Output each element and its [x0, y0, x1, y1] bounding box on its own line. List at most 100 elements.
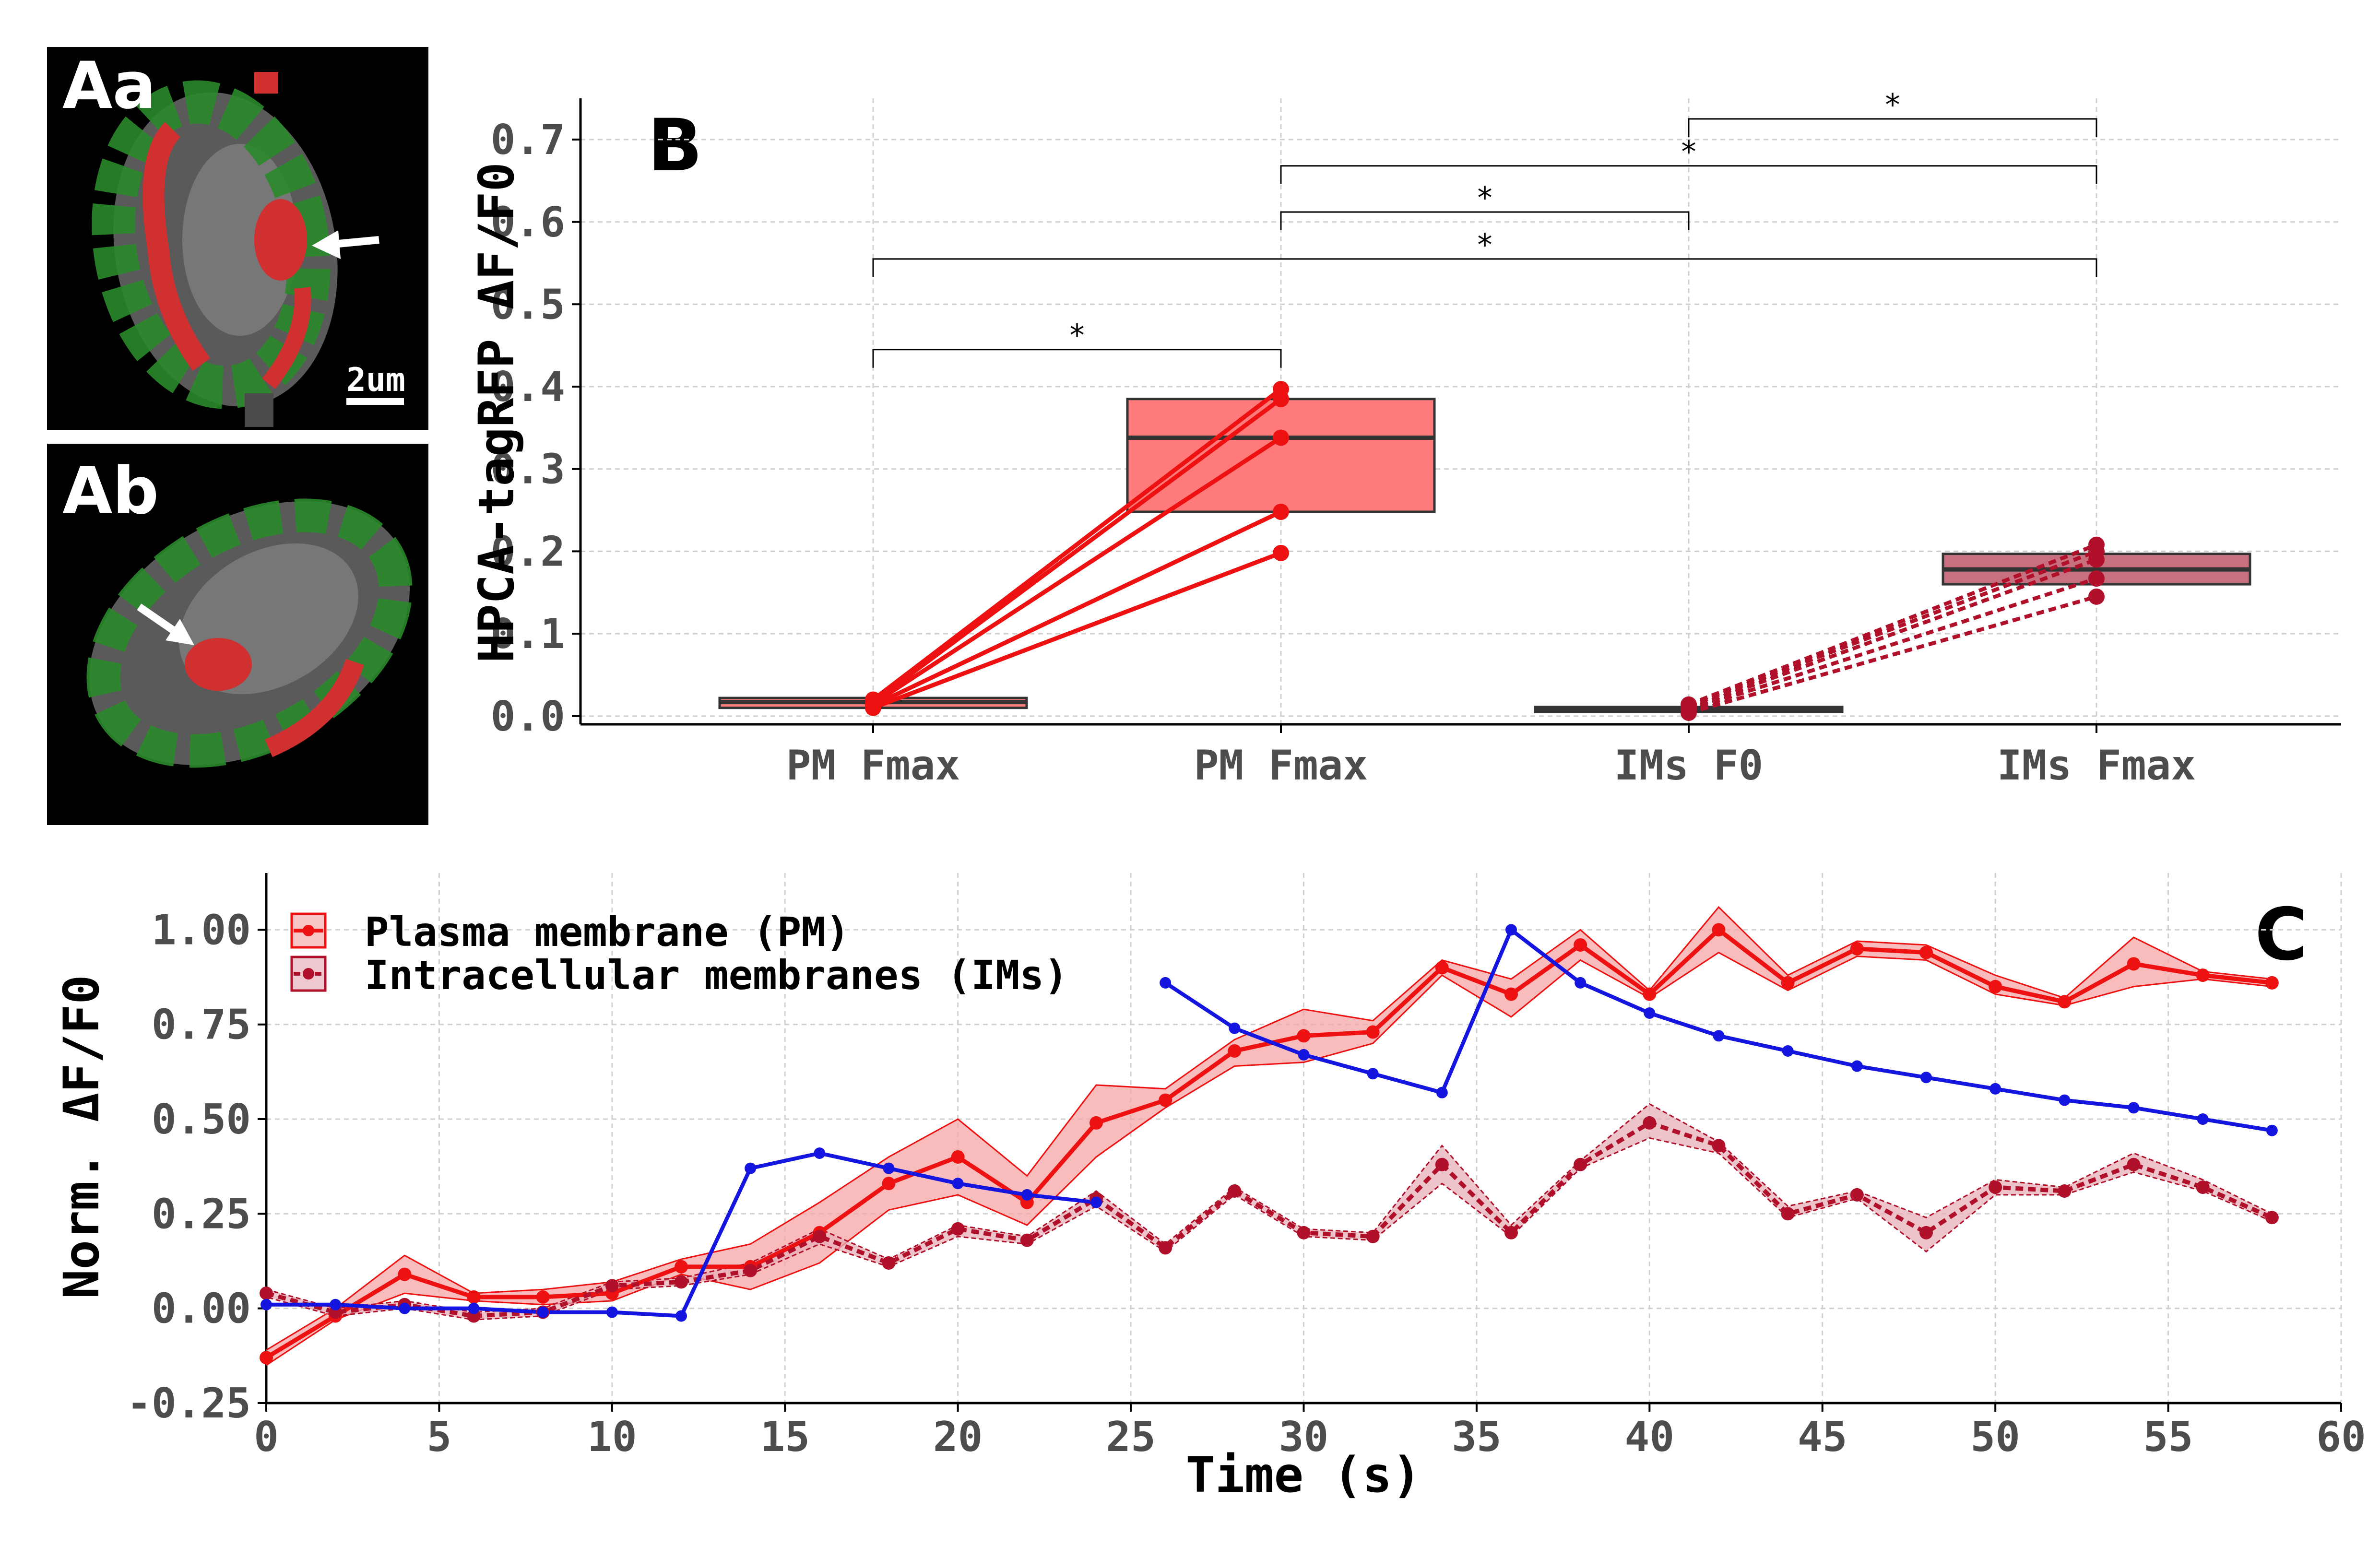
paired-line-ims: [1688, 595, 2097, 715]
point-pm-fmax: [1273, 429, 1289, 446]
point-pm: [2058, 995, 2072, 1009]
cell-process: [245, 393, 273, 427]
panel-c-y-ticks: -0.25 0.00 0.25 0.50 0.75 1.00: [127, 906, 266, 1428]
tick-label-x: 30: [1279, 1413, 1329, 1461]
point-blue: [1782, 1045, 1794, 1057]
point-ims: [1159, 1241, 1172, 1255]
point-blue: [537, 1306, 549, 1318]
point-ims: [813, 1229, 827, 1243]
point-ims: [2127, 1157, 2141, 1171]
significance-star: *: [1680, 134, 1697, 169]
point-ims: [1989, 1180, 2002, 1194]
series-line-ims: [265, 1121, 2273, 1318]
red-fragment: [254, 72, 278, 94]
point-blue: [468, 1302, 480, 1314]
point-pm: [2196, 968, 2210, 982]
point-blue: [2266, 1124, 2278, 1136]
point-blue: [1989, 1083, 2001, 1095]
tick-label-y: 0.00: [152, 1285, 251, 1333]
panel-c-label: C: [2255, 893, 2308, 977]
paired-line-pm: [872, 397, 1282, 704]
point-ims: [1850, 1188, 1864, 1202]
significance-bracket: [1688, 118, 2097, 137]
point-ims: [1781, 1207, 1795, 1221]
point-pm-f0: [865, 691, 881, 708]
paired-line-ims: [1688, 543, 2097, 707]
point-blue: [2059, 1094, 2071, 1106]
point-pm: [2127, 957, 2141, 971]
point-pm: [1643, 987, 1657, 1001]
legend-label-ims: Intracellular membranes (IMs): [365, 952, 1068, 999]
tick-label-x: 20: [933, 1413, 983, 1461]
point-pm: [882, 1177, 896, 1191]
arrow-icon: [312, 230, 379, 259]
point-blue: [952, 1178, 964, 1190]
micrograph-aa: Aa 2um: [47, 47, 428, 430]
legend-marker-ims: [303, 968, 314, 980]
point-pm: [1919, 945, 1933, 959]
paired-line-pm: [872, 509, 1282, 708]
panel-c: C -0.25 0.00 0.25 0.50 0.75 1.00 0 5 10 15 20 25 30…: [53, 873, 2366, 1504]
legend-label-pm: Plasma membrane (PM): [365, 909, 850, 956]
point-blue: [1298, 1049, 1310, 1061]
point-ims: [2265, 1211, 2279, 1225]
point-ims-fmax: [2088, 536, 2105, 553]
point-blue: [330, 1298, 342, 1310]
error-band-pm: [266, 907, 2272, 1366]
point-ims: [1228, 1184, 1242, 1198]
tick-label-x: IMs Fmax: [1997, 742, 2196, 790]
panel-c-y-label: Norm. ΔF/F0: [53, 975, 110, 1299]
significance-bracket: [872, 258, 2097, 277]
band-edge-upper-ims: [266, 1103, 2273, 1313]
panel-b-significance: * * * * *: [872, 87, 2097, 368]
panel-b-x-ticks: PM Fmax PM Fmax IMs F0 IMs Fmax: [786, 724, 2196, 790]
point-blue: [814, 1147, 826, 1159]
point-ims-fmax: [2088, 570, 2105, 587]
panel-b-label: B: [648, 104, 702, 188]
panel-b-grid: [580, 98, 2341, 724]
point-blue: [1229, 1022, 1241, 1034]
tick-label-y: 0.5: [491, 281, 565, 329]
significance-star: *: [1476, 227, 1493, 262]
pm-mask-red: [265, 659, 364, 757]
point-pm: [1850, 942, 1864, 956]
point-pm: [260, 1351, 273, 1365]
significance-star: *: [1068, 318, 1086, 353]
ims-mask-red: [254, 199, 307, 281]
tick-label-x: 55: [2143, 1413, 2193, 1461]
point-blue: [399, 1302, 411, 1314]
paired-line-pm: [872, 436, 1282, 706]
point-blue: [1436, 1086, 1448, 1098]
band-edge-upper-pm: [266, 906, 2272, 1351]
tick-label-y: 0.6: [491, 199, 565, 247]
point-ims: [1504, 1226, 1518, 1239]
point-ims: [1297, 1226, 1311, 1239]
point-pm: [536, 1290, 550, 1304]
tick-label-x: 25: [1106, 1413, 1156, 1461]
point-blue: [1505, 924, 1517, 936]
point-ims-fmax: [2088, 588, 2105, 605]
point-ims: [2058, 1184, 2072, 1198]
point-ims: [744, 1263, 758, 1277]
point-pm-fmax: [1273, 503, 1289, 520]
box: [1126, 398, 1436, 513]
point-blue: [1920, 1072, 1932, 1084]
tick-label-x: 15: [760, 1413, 810, 1461]
point-ims: [675, 1275, 688, 1289]
point-ims: [605, 1279, 619, 1293]
point-blue: [883, 1162, 895, 1174]
significance-star: *: [1883, 87, 1901, 122]
panel-b-y-label: HPCA-tagRFP ΔF/F0: [468, 162, 525, 663]
point-pm: [1435, 961, 1449, 975]
point-pm-fmax: [1273, 544, 1289, 561]
band-edge-lower-pm: [266, 952, 2272, 1366]
tick-label-x: 40: [1625, 1413, 1675, 1461]
tick-label-y: 0.7: [491, 116, 565, 164]
point-pm: [467, 1290, 481, 1304]
panel-b-y-ticks: 0.0 0.1 0.2 0.3 0.4 0.5 0.6 0.7: [491, 116, 580, 741]
micrograph-aa-label: Aa: [62, 48, 156, 123]
panel-b-boxes: [718, 398, 2251, 713]
panel-c-x-label: Time (s): [1185, 1447, 1421, 1504]
point-ims: [1574, 1157, 1587, 1171]
